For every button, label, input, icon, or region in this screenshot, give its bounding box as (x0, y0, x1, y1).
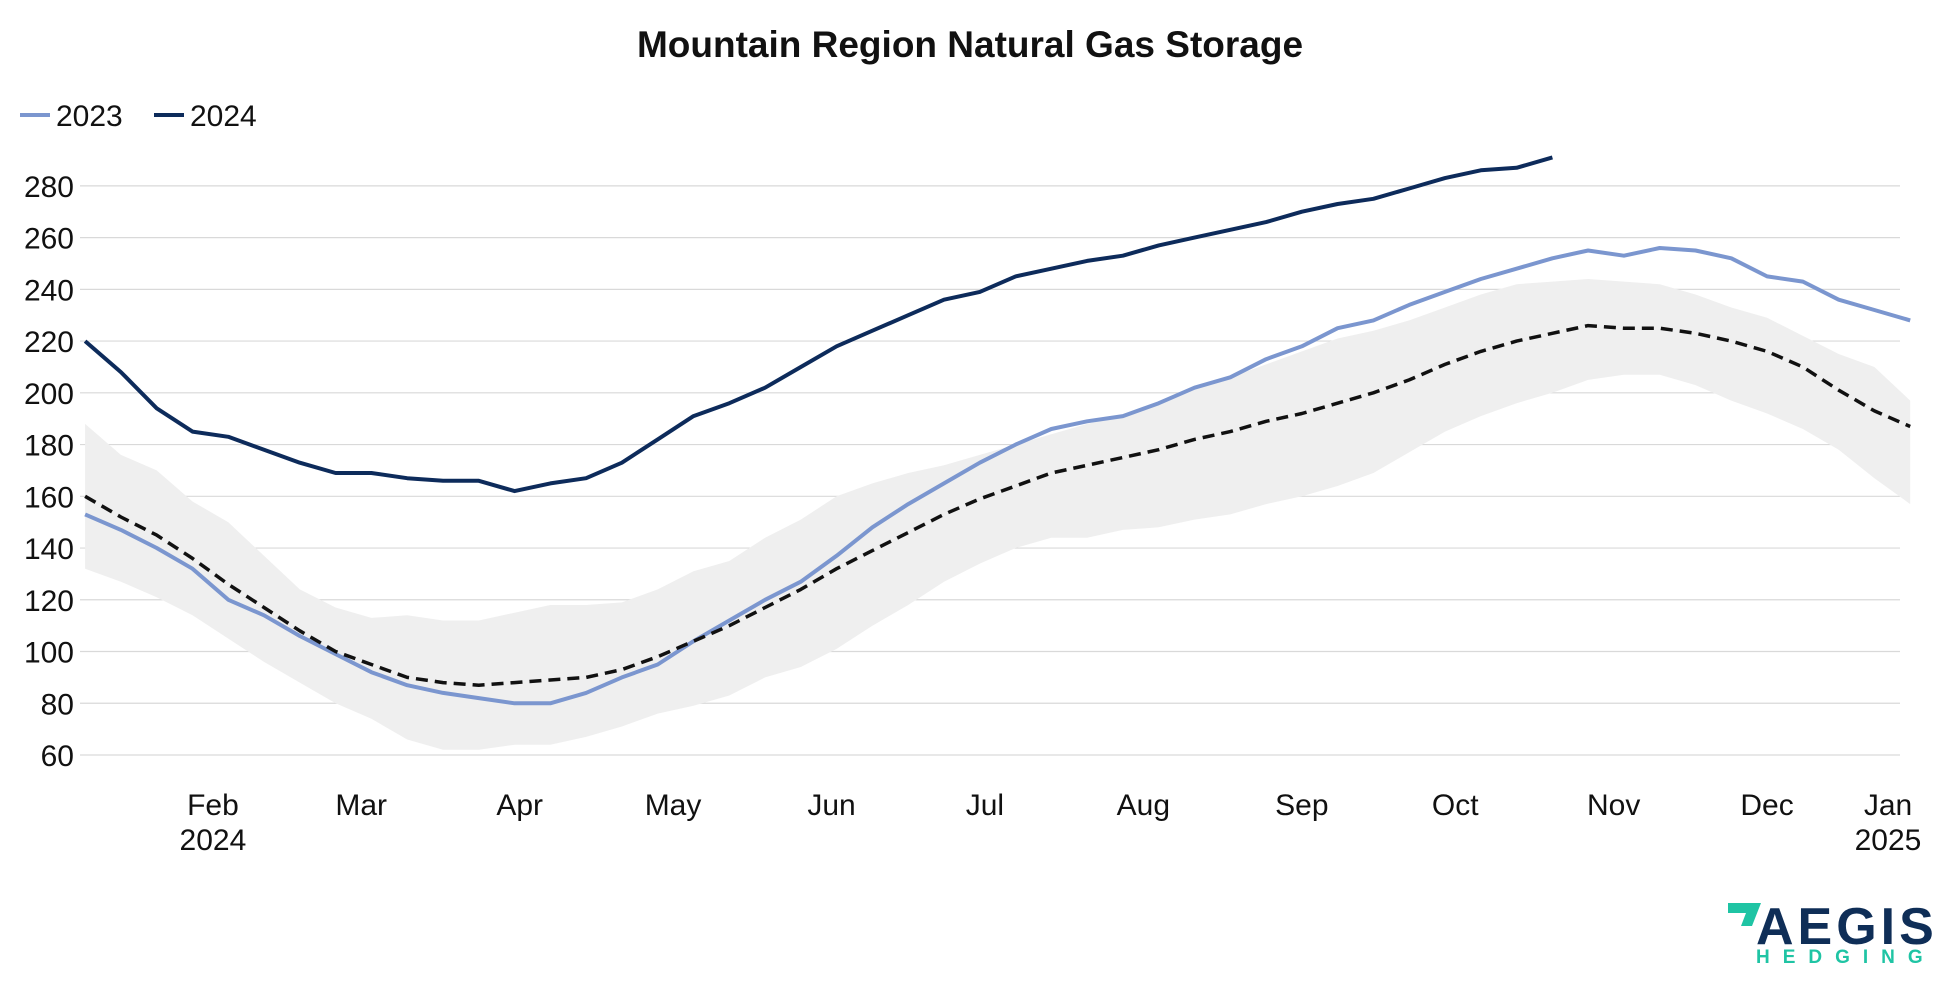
x-tick-label: Feb (187, 789, 239, 822)
legend-label-2023: 2023 (56, 100, 123, 133)
series-lines (83, 155, 1911, 706)
chart-title: Mountain Region Natural Gas Storage (637, 24, 1303, 65)
series-line-average (84, 323, 1911, 687)
y-tick-label: 100 (24, 637, 74, 670)
x-tick-label: Dec (1740, 789, 1793, 822)
y-axis: 60 80 100 120 140 160 180 200 220 240 260 280 (24, 171, 74, 773)
y-tick-label: 180 (24, 430, 74, 463)
x-tick-label: Aug (1117, 789, 1170, 822)
y-tick-label: 60 (41, 740, 74, 773)
legend-label-2024: 2024 (190, 100, 257, 133)
x-tick-label: Oct (1432, 789, 1479, 822)
y-tick-label: 160 (24, 481, 74, 514)
x-tick-label: May (645, 789, 702, 822)
gridlines (80, 185, 1900, 756)
x-tick-label: Sep (1275, 789, 1328, 822)
logo-wordmark: AEGIS (1756, 898, 1938, 956)
range-band (85, 279, 1911, 750)
x-tick-label: Jun (807, 789, 855, 822)
y-tick-label: 260 (24, 223, 74, 256)
legend: 2023 2024 (20, 100, 257, 133)
y-tick-label: 220 (24, 326, 74, 359)
x-tick-label: Jan (1864, 789, 1912, 822)
x-tick-label: Apr (496, 789, 543, 822)
series-line-2023 (84, 246, 1911, 706)
x-tick-year-label: 2025 (1855, 824, 1922, 857)
y-tick-label: 240 (24, 274, 74, 307)
range-band-area (85, 279, 1911, 750)
y-tick-label: 140 (24, 533, 74, 566)
x-tick-label: Jul (966, 789, 1004, 822)
logo-subtitle: HEDGING (1756, 947, 1936, 968)
y-tick-label: 200 (24, 378, 74, 411)
x-tick-label: Mar (335, 789, 387, 822)
x-tick-label: Nov (1587, 789, 1640, 822)
x-tick-year-label: 2024 (180, 824, 247, 857)
series-line-2024 (83, 155, 1553, 494)
logo-mark-icon (1728, 903, 1761, 926)
y-tick-label: 80 (41, 688, 74, 721)
aegis-hedging-logo: AEGIS HEDGING (1728, 898, 1938, 968)
y-tick-label: 120 (24, 585, 74, 618)
y-tick-label: 280 (24, 171, 74, 204)
